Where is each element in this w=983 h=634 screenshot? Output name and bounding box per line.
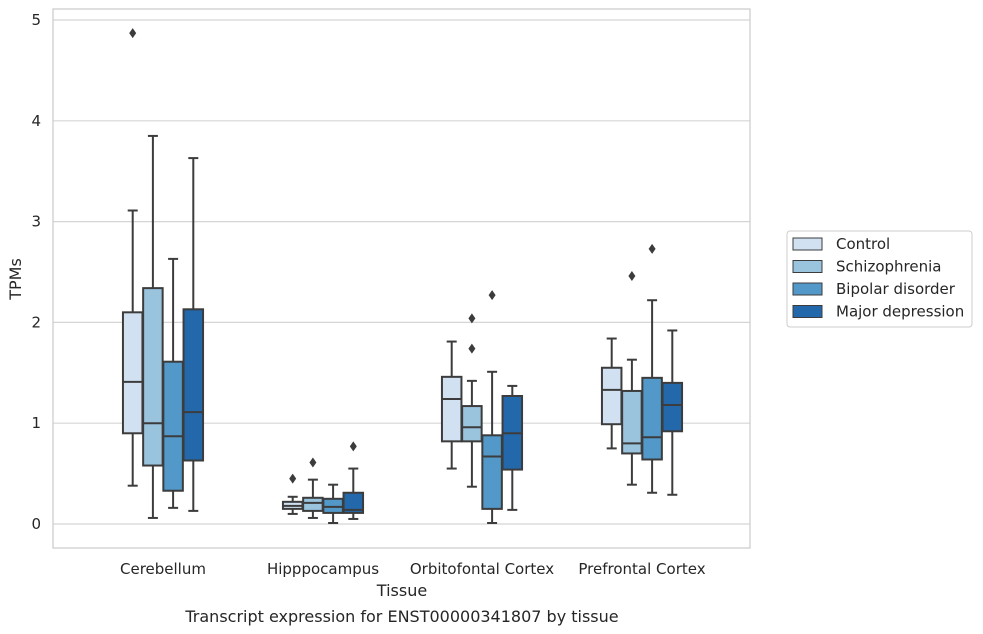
legend-label: Schizophrenia xyxy=(836,258,941,276)
box-iqr xyxy=(162,360,184,492)
box-group xyxy=(342,441,365,520)
x-tick-label: Orbitofontal Cortex xyxy=(410,560,554,578)
y-tick-label: 5 xyxy=(31,11,41,29)
box-iqr xyxy=(342,491,365,514)
x-tick-labels: Cerebellum Hipppocampus Orbitofontal Corte… xyxy=(120,560,706,578)
box-group xyxy=(501,384,524,511)
box-iqr xyxy=(142,287,164,467)
boxes xyxy=(121,28,684,524)
box-iqr xyxy=(461,405,483,443)
y-axis-title: TPMs xyxy=(6,258,25,301)
box-group xyxy=(600,337,623,450)
outlier-point xyxy=(129,28,137,39)
chart-caption: Transcript expression for ENST0000034180… xyxy=(184,607,618,626)
y-tick-label: 2 xyxy=(31,313,41,331)
y-tick-label: 3 xyxy=(31,213,41,231)
legend-label: Control xyxy=(836,235,890,253)
outlier-point xyxy=(488,290,496,301)
box-group xyxy=(121,28,144,487)
box-iqr xyxy=(600,366,623,426)
outlier-point xyxy=(349,441,357,452)
box-iqr xyxy=(121,311,144,435)
box-group xyxy=(481,290,503,524)
legend: Control Schizophrenia Bipolar disorder Majo… xyxy=(786,230,973,328)
box-group xyxy=(142,134,164,519)
y-tick-labels: 0 1 2 3 4 5 xyxy=(31,11,41,533)
box-group xyxy=(621,271,643,486)
y-tick-label: 0 xyxy=(31,515,41,533)
box-iqr xyxy=(302,496,324,512)
legend-label: Bipolar disorder xyxy=(836,280,956,298)
outlier-point xyxy=(628,271,636,282)
y-tick-label: 4 xyxy=(31,112,41,130)
box-group xyxy=(182,157,205,512)
box-group xyxy=(641,243,663,494)
legend-swatch xyxy=(792,305,823,318)
x-tick-label: Hipppocampus xyxy=(267,560,379,578)
box-group xyxy=(162,257,184,509)
box-group xyxy=(461,313,483,488)
box-iqr xyxy=(182,308,205,462)
outlier-point xyxy=(468,343,476,354)
legend-label: Major depression xyxy=(836,303,964,321)
box-iqr xyxy=(322,497,344,514)
legend-frame xyxy=(786,230,973,328)
x-tick-label: Prefrontal Cortex xyxy=(578,560,705,578)
outlier-point xyxy=(309,457,317,468)
y-tick-label: 1 xyxy=(31,414,41,432)
box-group xyxy=(322,483,344,524)
box-iqr xyxy=(440,375,463,443)
plot-frame xyxy=(52,8,751,549)
box-iqr xyxy=(661,381,684,433)
box-group xyxy=(661,329,684,496)
outlier-point xyxy=(468,313,476,324)
x-tick-label: Cerebellum xyxy=(120,560,206,578)
box-group xyxy=(302,457,324,519)
x-axis-title: Tissue xyxy=(376,581,427,600)
box-group xyxy=(440,340,463,470)
legend-swatch xyxy=(792,260,823,273)
box-group xyxy=(281,473,304,515)
box-iqr xyxy=(481,434,503,510)
legend-swatch xyxy=(792,282,823,296)
legend-swatch xyxy=(792,237,823,251)
box-iqr xyxy=(641,376,663,461)
outlier-point xyxy=(648,243,656,254)
outlier-point xyxy=(289,473,297,484)
